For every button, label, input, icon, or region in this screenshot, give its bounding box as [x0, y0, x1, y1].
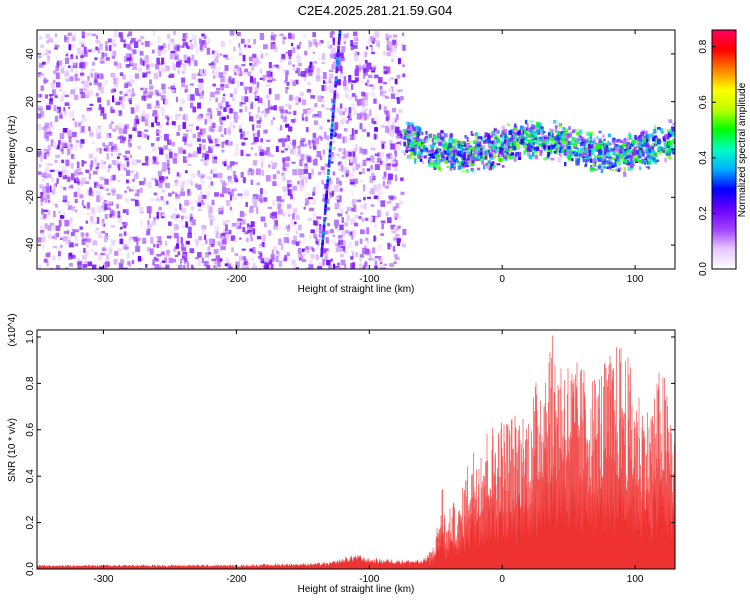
snr-y-ticks: 0.0 0.2 0.4 0.6 0.8 1.0: [25, 330, 675, 576]
snr-panel: -300 -200 -100 0 100 0.0 0.2 0.4 0.6 0.8 1.0 Heig…: [7, 313, 676, 595]
snr-x-tick-label: 0: [499, 574, 505, 585]
spectrogram-x-tick-label: -300: [93, 274, 113, 285]
colorbar-label: Normalized spectral amplitude: [737, 82, 748, 217]
spectrogram-x-label: Height of straight line (km): [298, 284, 415, 295]
spectrogram-y-tick-label: 0: [25, 146, 36, 152]
snr-x-ticks: -300 -200 -100 0 100: [93, 330, 644, 585]
colorbar-gradient: [711, 29, 737, 270]
colorbar-tick-label: 0.6: [698, 95, 709, 109]
spectrogram-x-ticks: -300 -200 -100 0 100: [93, 30, 644, 285]
snr-y-tick-label: 0.8: [25, 376, 36, 390]
snr-x-tick-label: 100: [627, 574, 644, 585]
colorbar-tick-label: 0.4: [698, 150, 709, 164]
colorbar: 0.0 0.2 0.4 0.6 0.8 Normalized spectral ampl…: [698, 29, 748, 276]
snr-marks: [37, 335, 675, 569]
snr-x-tick-label: -200: [226, 574, 246, 585]
snr-y-tick-label: 0.6: [25, 422, 36, 436]
spectrogram-x-tick-label: 0: [499, 274, 505, 285]
snr-x-tick-label: -100: [359, 574, 379, 585]
colorbar-tick-label: 0.8: [698, 39, 709, 53]
snr-y-label: SNR (10 * v/v): [7, 418, 18, 482]
colorbar-ticks: 0.0 0.2 0.4 0.6 0.8: [698, 39, 716, 276]
spectrogram-x-tick-label: -200: [226, 274, 246, 285]
snr-y-tick-label: 1.0: [25, 330, 36, 344]
spectrogram-y-label: Frequency (Hz): [7, 116, 18, 185]
colorbar-tick-label: 0.2: [698, 206, 709, 220]
chart-title: C2E4.2025.281.21.59.G04: [298, 3, 453, 18]
spectrogram-y-tick-label: -40: [25, 237, 36, 252]
spectrogram-x-tick-label: 100: [627, 274, 644, 285]
spectrogram-y-tick-label: 20: [25, 96, 36, 108]
spectrogram-y-tick-label: 40: [25, 48, 36, 60]
snr-frame: [36, 329, 676, 570]
snr-y-tick-label: 0.2: [25, 515, 36, 529]
spectrogram-y-tick-label: -20: [25, 190, 36, 205]
snr-spikes: [429, 335, 675, 569]
spectrogram-marks: [37, 30, 675, 269]
spectrogram-y-ticks: 40 20 0 -20 -40: [25, 48, 675, 252]
spectrogram-panel: -300 -200 -100 0 100 40 20 0 -20 -40 Height of s…: [7, 29, 676, 295]
spectrogram-x-tick-label: -100: [359, 274, 379, 285]
snr-y-multiplier: (x10^4): [7, 313, 18, 346]
snr-y-tick-label: 0.4: [25, 469, 36, 483]
colorbar-tick-label: 0.0: [698, 262, 709, 276]
snr-x-label: Height of straight line (km): [298, 584, 415, 595]
snr-y-tick-label: 0.0: [25, 562, 36, 576]
snr-x-tick-label: -300: [93, 574, 113, 585]
